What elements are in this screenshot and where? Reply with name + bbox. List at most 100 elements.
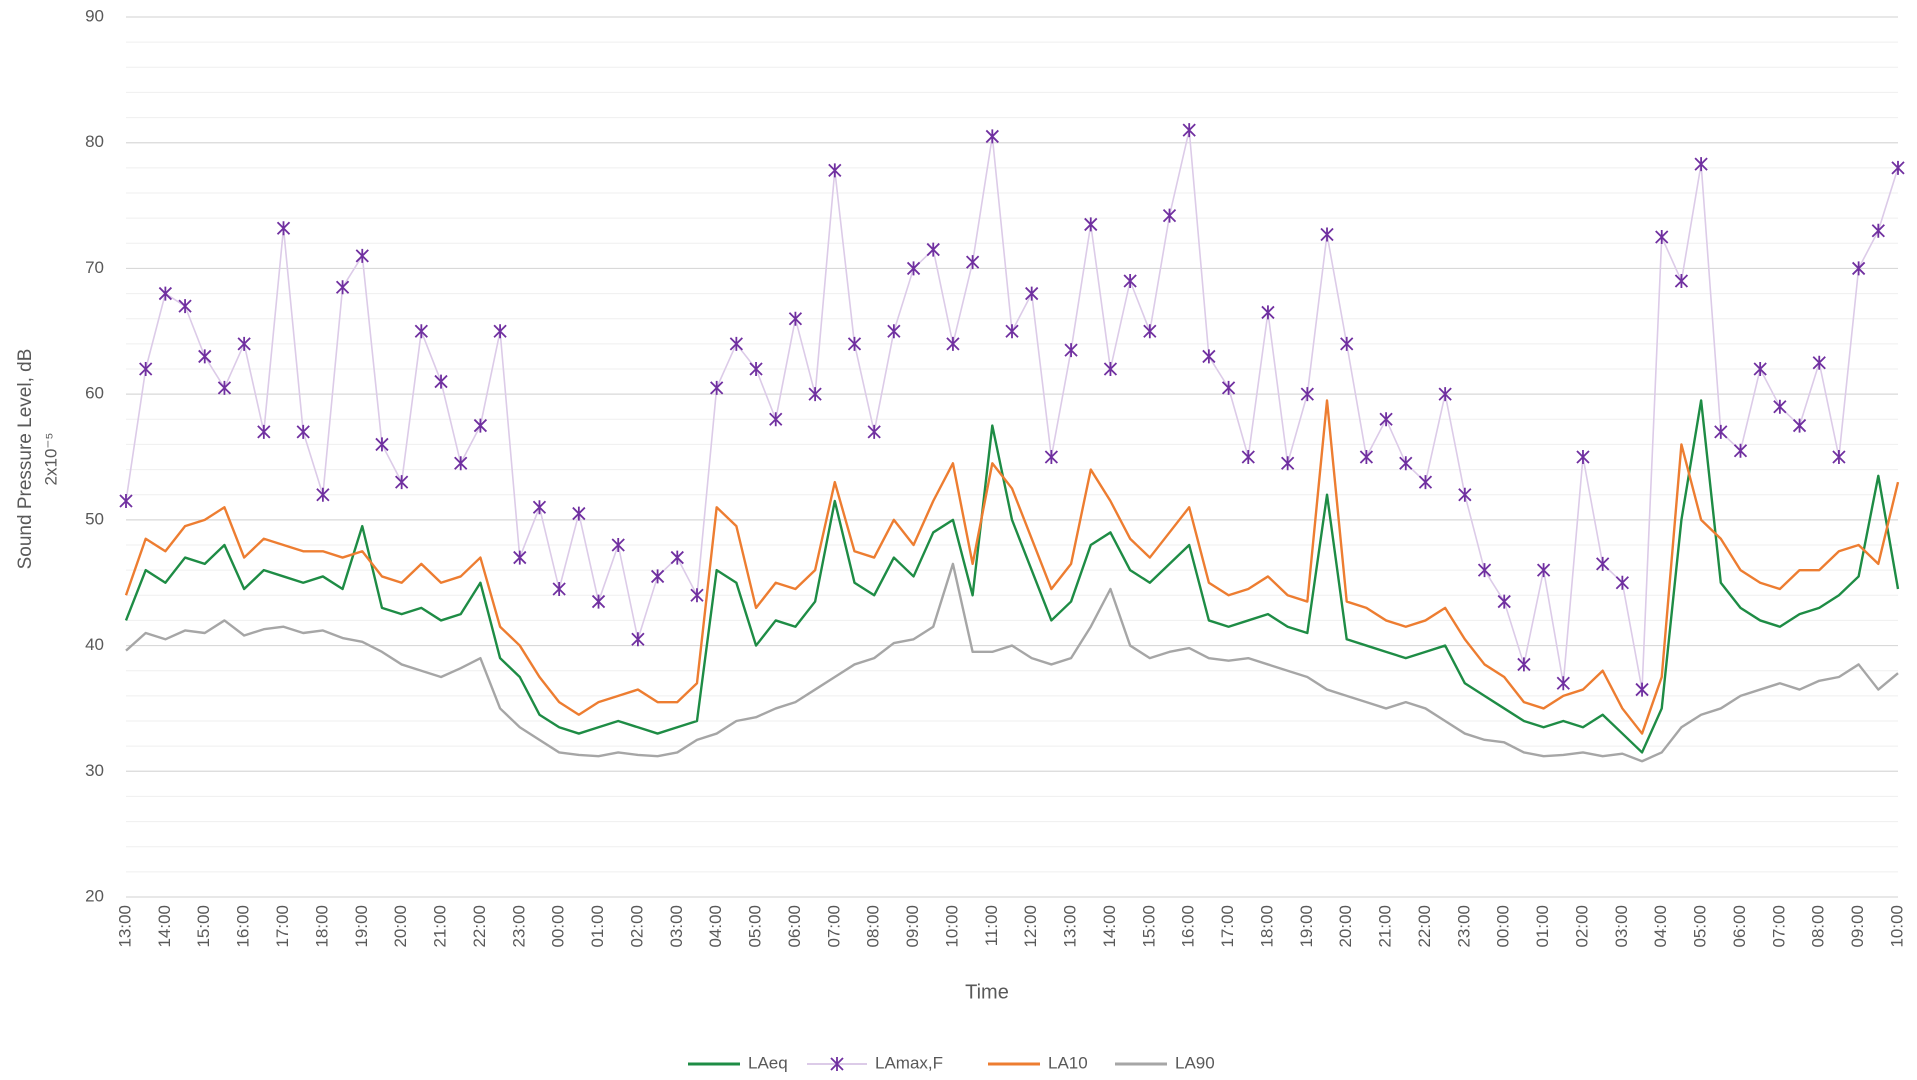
data-marker	[769, 412, 783, 427]
x-tick-label: 13:00	[115, 905, 134, 948]
x-tick-label: 23:00	[1454, 905, 1473, 948]
x-tick-label: 12:00	[1021, 905, 1040, 948]
x-tick-label: 18:00	[1257, 905, 1276, 948]
x-tick-label: 10:00	[942, 905, 961, 948]
y-tick-label: 70	[85, 258, 104, 277]
data-marker	[1556, 676, 1570, 691]
x-tick-label: 05:00	[1691, 905, 1710, 948]
data-marker	[1438, 387, 1452, 402]
data-marker	[1458, 487, 1472, 502]
data-marker	[1359, 450, 1374, 464]
data-marker	[316, 487, 330, 502]
data-marker	[1714, 424, 1728, 439]
x-tick-label: 00:00	[1494, 905, 1513, 948]
data-marker	[355, 248, 369, 263]
data-marker	[493, 324, 507, 339]
data-marker	[572, 506, 586, 521]
data-marker	[1773, 399, 1787, 414]
x-tick-label: 02:00	[1572, 905, 1591, 948]
x-tick-label: 16:00	[234, 905, 253, 948]
x-tick-label: 09:00	[1848, 905, 1867, 948]
data-marker	[1143, 324, 1157, 339]
data-marker	[513, 550, 527, 565]
x-tick-label: 01:00	[1533, 905, 1552, 948]
data-marker	[1084, 217, 1098, 232]
legend-marker	[830, 1057, 844, 1071]
data-marker	[828, 163, 842, 178]
legend-label: LAmax,F	[875, 1053, 943, 1072]
legend-label: LA10	[1048, 1053, 1088, 1072]
data-marker	[473, 418, 488, 433]
x-tick-label: 17:00	[1218, 905, 1237, 948]
data-marker	[1871, 223, 1885, 238]
data-marker	[1261, 305, 1275, 320]
data-marker	[119, 494, 133, 508]
x-tick-label: 01:00	[588, 905, 607, 948]
data-marker	[1025, 286, 1039, 301]
x-axis-title: Time	[965, 981, 1009, 1003]
x-tick-label: 09:00	[903, 905, 922, 948]
x-tick-label: 03:00	[667, 905, 686, 948]
x-tick-label: 19:00	[1297, 905, 1316, 948]
data-marker	[1064, 343, 1078, 358]
x-tick-label: 20:00	[1336, 905, 1355, 948]
x-tick-label: 06:00	[1730, 905, 1749, 948]
x-tick-label: 22:00	[1415, 905, 1434, 948]
data-marker	[1182, 123, 1196, 138]
y-tick-label: 40	[85, 635, 104, 654]
data-marker	[808, 387, 822, 402]
x-tick-label: 18:00	[312, 905, 331, 948]
data-marker	[1497, 594, 1511, 609]
y-tick-label: 50	[85, 509, 104, 528]
x-tick-label: 14:00	[155, 905, 174, 948]
data-marker	[1576, 450, 1590, 464]
data-marker	[1103, 362, 1118, 376]
data-marker	[217, 380, 232, 395]
y-tick-label: 60	[85, 384, 104, 403]
data-marker	[1655, 230, 1669, 244]
data-marker	[1694, 157, 1708, 172]
data-marker	[1792, 418, 1807, 433]
data-marker	[887, 324, 901, 339]
y-axis-subtitle: 2x10⁻⁵	[41, 433, 60, 486]
legend-label: LA90	[1175, 1053, 1215, 1072]
data-marker	[276, 221, 291, 236]
data-marker	[454, 456, 468, 471]
x-tick-label: 22:00	[470, 905, 489, 948]
x-tick-label: 15:00	[194, 905, 213, 948]
x-tick-label: 23:00	[509, 905, 528, 948]
data-marker	[1477, 563, 1492, 578]
data-marker	[631, 632, 645, 647]
data-marker	[1281, 456, 1295, 471]
series-line	[125, 129, 1899, 691]
data-marker	[749, 362, 763, 376]
data-marker	[1517, 657, 1531, 672]
x-tick-label: 21:00	[431, 905, 450, 948]
data-marker	[178, 299, 192, 314]
data-marker	[237, 336, 251, 351]
data-marker	[1596, 556, 1610, 571]
data-marker	[1340, 336, 1354, 351]
data-marker	[1832, 450, 1846, 464]
data-marker	[434, 374, 448, 389]
x-tick-label: 21:00	[1376, 905, 1395, 948]
y-tick-label: 90	[85, 6, 104, 25]
series-line	[125, 562, 1899, 763]
data-marker	[296, 424, 310, 439]
data-marker	[985, 129, 999, 144]
x-tick-label: 06:00	[785, 905, 804, 948]
data-marker	[1320, 227, 1334, 242]
y-tick-label: 20	[85, 886, 104, 905]
data-marker	[1162, 208, 1177, 223]
y-tick-label: 80	[85, 132, 104, 151]
data-marker	[906, 261, 921, 276]
data-marker	[926, 242, 940, 257]
x-tick-label: 20:00	[391, 905, 410, 948]
data-marker	[1418, 475, 1433, 490]
data-marker	[1005, 324, 1019, 339]
x-tick-label: 04:00	[706, 905, 725, 948]
data-marker	[1221, 380, 1236, 395]
x-tick-label: 02:00	[627, 905, 646, 948]
x-tick-label: 14:00	[1100, 905, 1119, 948]
series-line	[124, 399, 1900, 735]
